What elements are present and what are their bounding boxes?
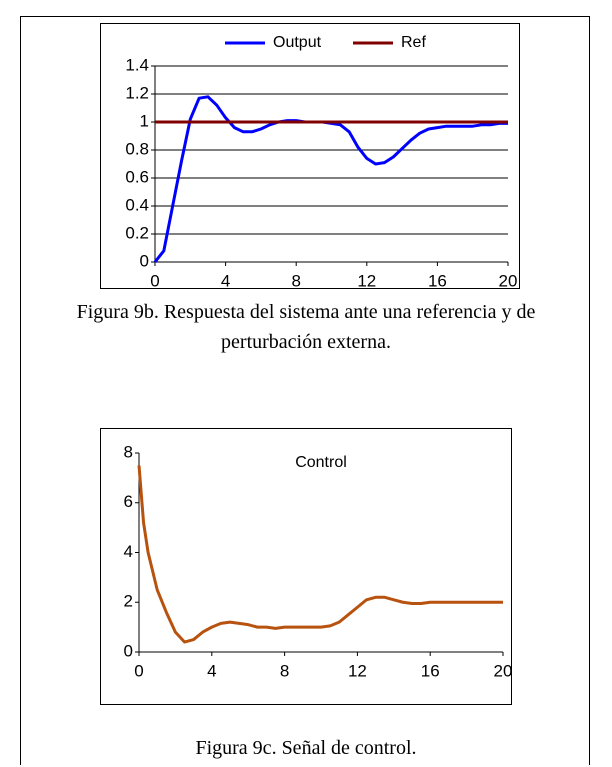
y-tick-label: 0 [140,251,149,270]
y-tick-label: 2 [124,592,133,611]
series-line [137,465,503,644]
x-tick-label: 8 [291,271,300,289]
x-tick-label: 0 [150,271,159,289]
x-tick-label: 4 [221,271,230,289]
frame [20,16,590,765]
legend-label: Output [273,34,322,51]
x-tick-label: 16 [428,271,447,289]
x-tick-label: 12 [348,661,367,680]
y-tick-label: 1.4 [125,55,149,74]
x-tick-label: 0 [134,661,143,680]
legend-label: Ref [401,34,426,51]
caption: Figura 9c. Señal de control. [195,737,417,759]
x-tick-label: 16 [421,661,440,680]
y-tick-label: 8 [124,442,133,461]
x-tick-label: 4 [207,661,216,680]
y-tick-label: 6 [124,492,133,511]
y-tick-label: 0.4 [125,195,149,214]
chart-border [100,23,520,289]
y-tick-label: 0.6 [125,167,149,186]
y-tick-label: 1 [140,111,149,130]
x-tick-label: 12 [357,271,376,289]
y-tick-label: 0.2 [125,223,149,242]
x-tick-label: 20 [499,271,518,289]
x-tick-label: 8 [280,661,289,680]
chart-title: Control [295,454,347,471]
x-tick-label: 20 [494,661,512,680]
y-tick-label: 0 [124,641,133,660]
y-tick-label: 0.8 [125,139,149,158]
chart: 0 2 4 6 8 0 4 8 12 16 20 Control [100,428,512,705]
y-tick-label: 1.2 [125,83,149,102]
caption: Figura 9b. Respuesta del sistema ante un… [76,301,536,353]
chart: 0 0.2 0.4 0.6 0.8 1 1.2 1.4 0 4 8 12 16 20 Output Ref [100,23,520,289]
chart-border [100,428,512,705]
y-tick-label: 4 [124,542,133,561]
